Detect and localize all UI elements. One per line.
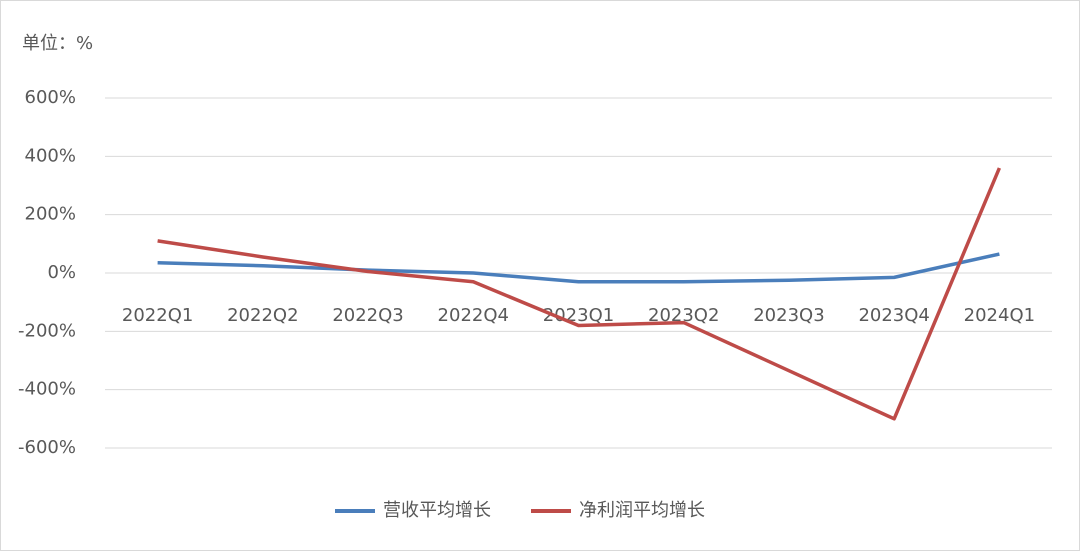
y-tick-label: 0% [47,262,76,283]
y-tick-label: -600% [18,437,76,458]
series-line [157,252,1000,284]
x-tick-label: 2022Q1 [122,305,193,326]
x-tick-label: 2023Q2 [648,305,719,326]
y-tick-label: -200% [18,320,76,341]
x-tick-label: 2023Q3 [753,305,824,326]
x-tick-label: 2024Q1 [964,305,1035,326]
legend-label: 净利润平均增长 [579,500,705,521]
y-axis-label: 单位：% [22,33,93,54]
y-tick-label: -400% [18,379,76,400]
x-tick-label: 2022Q3 [332,305,403,326]
y-tick-label: 200% [25,204,76,225]
x-tick-label: 2022Q2 [227,305,298,326]
y-tick-label: 400% [25,145,76,166]
x-tick-label: 2023Q4 [858,305,929,326]
legend-label: 营收平均增长 [383,500,491,521]
x-tick-label: 2022Q4 [438,305,509,326]
series-line [157,167,1002,421]
x-tick-label: 2023Q1 [543,305,614,326]
y-tick-label: 600% [25,87,76,108]
